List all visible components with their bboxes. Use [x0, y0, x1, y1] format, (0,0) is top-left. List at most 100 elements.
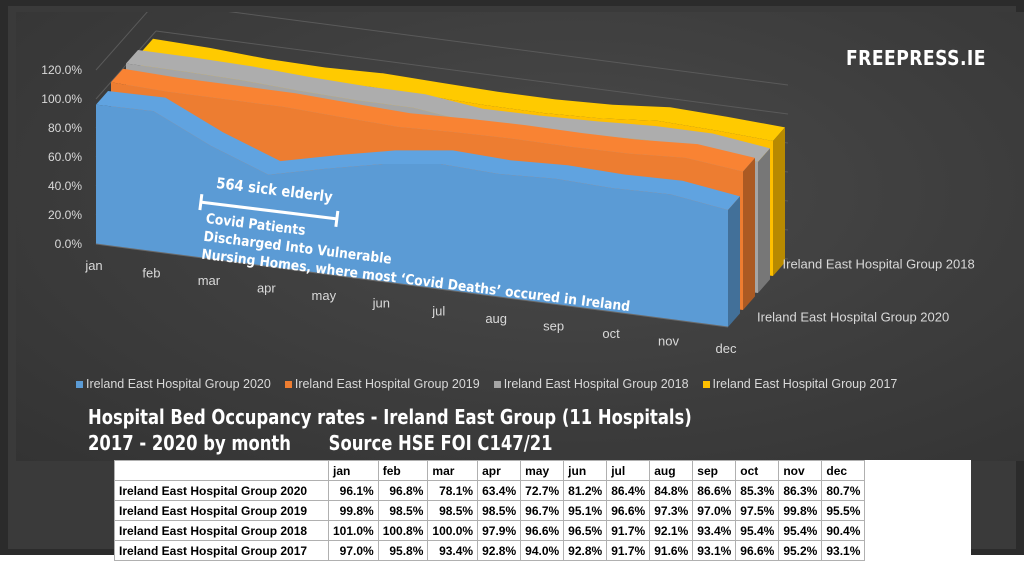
table-row: Ireland East Hospital Group 2018 101.0% 10… [114, 520, 866, 541]
y-tick-label: 40.0% [48, 179, 82, 193]
table-corner-cell [114, 460, 329, 481]
table-row-label: Ireland East Hospital Group 2017 [114, 540, 329, 561]
annotation-bracket [200, 200, 338, 221]
x-tick-label: may [312, 288, 337, 303]
table-cell: 86.4% [606, 480, 651, 501]
legend-swatch [76, 380, 83, 388]
table-header-cell: jul [606, 460, 651, 481]
table-row: Ireland East Hospital Group 2017 97.0% 95.… [114, 540, 866, 561]
table-cell: 91.7% [606, 520, 651, 541]
table-header-cell: apr [477, 460, 522, 481]
table-header-cell: nov [778, 460, 823, 481]
chart-title: Hospital Bed Occupancy rates - Ireland E… [88, 404, 692, 456]
legend-label: Ireland East Hospital Group 2018 [503, 377, 689, 391]
table-cell: 95.1% [563, 500, 608, 521]
table-cell: 95.8% [377, 540, 429, 561]
table-row: Ireland East Hospital Group 2020 96.1% 96.… [114, 480, 866, 501]
table-cell: 93.4% [692, 520, 737, 541]
depth-axis-label: Ireland East Hospital Group 2020 [757, 310, 949, 325]
x-tick-label: apr [257, 281, 276, 296]
table-header-cell: aug [649, 460, 694, 481]
table-cell: 97.9% [477, 520, 522, 541]
table-cell: 78.1% [427, 480, 479, 501]
title-line-1: Hospital Bed Occupancy rates - Ireland E… [88, 405, 692, 429]
y-tick-label: 60.0% [48, 150, 82, 164]
table-header-cell: feb [377, 460, 429, 481]
table-header-cell: oct [735, 460, 780, 481]
table-cell: 97.3% [649, 500, 694, 521]
gridline [228, 12, 789, 86]
floor-edge [95, 243, 729, 328]
table-cell: 90.4% [821, 520, 866, 541]
y-tick-label: 100.0% [41, 92, 82, 106]
title-line-2: 2017 - 2020 by month Source HSE FOI C147… [88, 430, 692, 456]
table-cell: 92.1% [649, 520, 694, 541]
legend-swatch [493, 380, 501, 388]
table-cell: 98.5% [477, 500, 522, 521]
annotation-bracket-tick [198, 194, 204, 211]
table-cell: 96.1% [328, 480, 379, 501]
table-cell: 99.8% [328, 500, 379, 521]
series-front-face [96, 104, 728, 327]
table-header-row: jan feb mar apr may jun jul aug sep oct nov dec [114, 460, 866, 481]
title-source: Source HSE FOI C147/21 [328, 431, 553, 455]
table-row-label: Ireland East Hospital Group 2018 [114, 520, 329, 541]
legend-item: Ireland East Hospital Group 2019 [284, 377, 480, 391]
series-top-surface [141, 38, 785, 142]
series-2020 [96, 91, 740, 327]
y-tick-label: 120.0% [41, 63, 82, 77]
table-cell: 93.1% [821, 540, 866, 561]
table-cell: 98.5% [377, 500, 429, 521]
table-row-label: Ireland East Hospital Group 2020 [114, 480, 329, 501]
table-cell: 92.8% [477, 540, 522, 561]
y-tick-label: 20.0% [48, 208, 82, 222]
table-cell: 93.4% [427, 540, 479, 561]
gridline [155, 30, 789, 115]
gridline-depth [95, 12, 148, 71]
table-cell: 96.8% [377, 480, 429, 501]
title-period: 2017 - 2020 by month [88, 431, 291, 455]
table-cell: 97.0% [692, 500, 737, 521]
data-table-wrap: jan feb mar apr may jun jul aug sep oct nov dec Irel… [114, 460, 971, 561]
table-cell: 63.4% [477, 480, 522, 501]
table-cell: 96.6% [520, 520, 565, 541]
x-tick-label: jul [431, 303, 445, 318]
legend-item: Ireland East Hospital Group 2018 [493, 377, 689, 391]
table-cell: 101.0% [328, 520, 379, 541]
annotation-bracket-tick [334, 210, 340, 227]
chart-legend: Ireland East Hospital Group 2020 Ireland … [76, 377, 897, 391]
series-side-face [773, 127, 785, 276]
table-cell: 91.7% [606, 540, 651, 561]
series-top-surface [111, 68, 755, 172]
legend-label: Ireland East Hospital Group 2019 [294, 377, 480, 391]
legend-label: Ireland East Hospital Group 2020 [86, 377, 271, 391]
brand-logo: FREEPRESS.IE [846, 46, 986, 70]
table-cell: 95.5% [821, 500, 866, 521]
table-cell: 96.6% [735, 540, 780, 561]
table-cell: 93.1% [692, 540, 737, 561]
series-side-face [743, 157, 755, 310]
table-cell: 95.4% [778, 520, 823, 541]
chart-area: 0.0% 20.0% 40.0% 60.0% 80.0% 100.0% 120.0% jan f… [16, 12, 1024, 461]
table-row: Ireland East Hospital Group 2019 99.8% 98.… [114, 500, 866, 521]
table-cell: 92.8% [563, 540, 608, 561]
table-header-cell: jun [563, 460, 608, 481]
x-tick-label: jan [84, 258, 102, 273]
table-header-cell: sep [692, 460, 737, 481]
table-cell: 80.7% [821, 480, 866, 501]
table-cell: 96.5% [563, 520, 608, 541]
table-cell: 84.8% [649, 480, 694, 501]
table-cell: 97.5% [735, 500, 780, 521]
area-chart-3d: 0.0% 20.0% 40.0% 60.0% 80.0% 100.0% 120.0% jan f… [41, 12, 975, 356]
x-tick-label: mar [198, 273, 221, 288]
table-cell: 96.7% [520, 500, 565, 521]
table-header-cell: mar [427, 460, 479, 481]
table-header-cell: jan [328, 460, 379, 481]
table-cell: 94.0% [520, 540, 565, 561]
table-row-label: Ireland East Hospital Group 2019 [114, 500, 329, 521]
series-side-face [758, 148, 770, 293]
series-top-surface [126, 49, 770, 162]
table-cell: 91.6% [649, 540, 694, 561]
legend-swatch [284, 380, 292, 388]
